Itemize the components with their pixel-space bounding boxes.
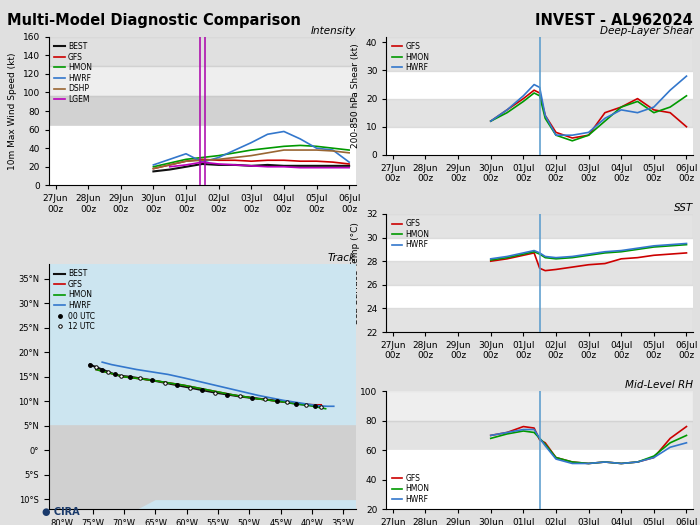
Bar [386, 99, 693, 127]
Bar [49, 126, 356, 155]
Text: Deep-Layer Shear: Deep-Layer Shear [599, 26, 693, 36]
Bar [49, 67, 356, 96]
Bar [386, 421, 693, 450]
Text: INVEST - AL962024: INVEST - AL962024 [536, 13, 693, 28]
Bar [49, 96, 356, 126]
Text: Multi-Model Diagnostic Comparison: Multi-Model Diagnostic Comparison [7, 13, 301, 28]
Legend: GFS, HMON, HWRF: GFS, HMON, HWRF [390, 40, 431, 74]
Bar [386, 450, 693, 480]
Y-axis label: Sea Surface Temp (°C): Sea Surface Temp (°C) [351, 222, 360, 324]
Text: SST: SST [673, 203, 693, 213]
Bar [386, 391, 693, 421]
Legend: BEST, GFS, HMON, HWRF, DSHP, LGEM: BEST, GFS, HMON, HWRF, DSHP, LGEM [52, 40, 94, 106]
Bar [49, 96, 356, 126]
Y-axis label: 700-500 hPa Humidity (%): 700-500 hPa Humidity (%) [346, 391, 354, 510]
Text: Track: Track [328, 253, 356, 264]
Legend: GFS, HMON, HWRF: GFS, HMON, HWRF [390, 472, 431, 506]
Bar [386, 261, 693, 285]
Text: ● CIRA: ● CIRA [42, 507, 80, 517]
Bar [49, 37, 356, 67]
Text: Mid-Level RH: Mid-Level RH [625, 380, 693, 391]
Legend: GFS, HMON, HWRF: GFS, HMON, HWRF [390, 218, 431, 251]
Text: Intensity: Intensity [310, 26, 356, 36]
Y-axis label: 10m Max Wind Speed (kt): 10m Max Wind Speed (kt) [8, 52, 18, 170]
Bar [386, 37, 693, 70]
Bar [386, 214, 693, 237]
Legend: BEST, GFS, HMON, HWRF, 00 UTC, 12 UTC: BEST, GFS, HMON, HWRF, 00 UTC, 12 UTC [52, 268, 97, 333]
Bar [386, 308, 693, 332]
Polygon shape [49, 426, 356, 509]
Y-axis label: 200-850 hPa Shear (kt): 200-850 hPa Shear (kt) [351, 44, 360, 148]
